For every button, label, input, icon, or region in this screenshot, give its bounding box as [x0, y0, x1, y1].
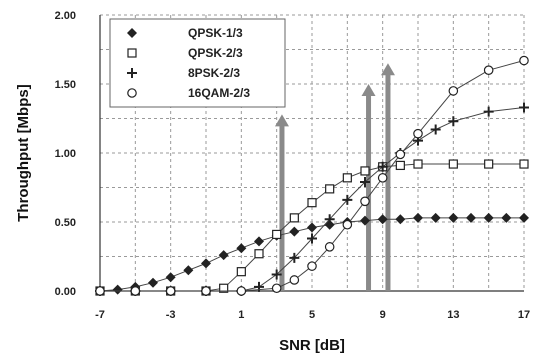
data-point-square — [254, 249, 264, 259]
data-point-circle — [342, 219, 353, 230]
data-point-diamond — [307, 222, 317, 233]
data-point-circle — [360, 196, 370, 207]
data-point-circle — [201, 286, 211, 296]
annotation-arrow-head — [380, 63, 395, 76]
data-point-square — [448, 159, 458, 169]
data-point-diamond — [377, 214, 388, 225]
data-point-plus — [448, 116, 459, 127]
data-point-square — [342, 173, 352, 183]
data-point-plus — [377, 161, 388, 172]
data-point-diamond — [395, 214, 406, 225]
data-point-square — [519, 159, 529, 169]
series-3 — [95, 55, 529, 296]
data-point-plus — [254, 281, 264, 292]
data-point-plus — [127, 68, 137, 78]
x-axis-title: SNR [dB] — [279, 337, 345, 354]
y-tick-label: 0.00 — [55, 286, 76, 298]
data-point-circle — [271, 283, 282, 294]
data-point-circle — [165, 286, 176, 296]
data-point-plus — [289, 252, 300, 263]
y-axis-title: Throughput [Mbps] — [15, 84, 32, 221]
x-tick-label: 1 — [238, 309, 244, 321]
data-point-diamond — [289, 226, 300, 237]
data-point-circle — [519, 55, 529, 66]
legend: QPSK-1/3 QPSK-2/3 8PSK-2/3 16QAM-2/3 — [109, 18, 286, 108]
legend-label: QPSK-2/3 — [188, 46, 243, 60]
data-point-circle — [289, 275, 300, 285]
legend-label: QPSK-1/3 — [188, 26, 243, 40]
data-point-plus — [360, 176, 370, 187]
data-point-diamond — [519, 212, 529, 223]
data-point-diamond — [218, 250, 229, 261]
data-point-square — [236, 267, 246, 277]
data-point-circle — [395, 149, 406, 160]
data-point-circle — [307, 261, 317, 271]
data-point-plus — [519, 102, 529, 113]
data-point-diamond — [127, 28, 137, 38]
data-point-diamond — [165, 272, 176, 283]
annotation-arrow-head — [274, 114, 289, 127]
data-point-diamond — [483, 212, 494, 223]
y-tick-label: 1.50 — [55, 79, 76, 91]
data-point-circle — [127, 88, 137, 98]
data-point-circle — [413, 128, 423, 139]
data-point-diamond — [201, 258, 211, 269]
data-point-diamond — [413, 212, 423, 223]
data-point-diamond — [360, 215, 370, 226]
data-point-diamond — [236, 243, 247, 254]
x-tick-label: -3 — [166, 309, 176, 321]
data-point-square — [219, 283, 229, 293]
y-tick-label: 2.00 — [55, 10, 76, 22]
annotation-arrow-head — [361, 84, 376, 96]
data-point-square — [413, 159, 423, 169]
data-point-circle — [236, 286, 247, 296]
y-tick-label: 1.00 — [55, 148, 76, 160]
data-point-diamond — [148, 277, 158, 288]
x-tick-label: 17 — [518, 309, 530, 321]
data-point-diamond — [501, 212, 512, 223]
data-point-square — [484, 159, 494, 169]
data-point-circle — [448, 86, 459, 96]
legend-label: 8PSK-2/3 — [188, 66, 240, 80]
data-point-circle — [324, 242, 335, 252]
data-point-diamond — [430, 212, 441, 223]
x-tick-label: 13 — [447, 309, 459, 321]
data-point-square — [127, 48, 137, 58]
data-point-circle — [377, 173, 388, 183]
annotation-arrows — [274, 63, 395, 291]
data-point-plus — [342, 194, 353, 205]
data-point-plus — [430, 124, 441, 135]
legend-box — [109, 18, 286, 108]
legend-label: 16QAM-2/3 — [188, 86, 250, 100]
data-point-circle — [95, 286, 105, 296]
data-point-diamond — [254, 236, 264, 247]
data-point-circle — [130, 286, 141, 296]
data-point-diamond — [466, 212, 476, 223]
data-point-circle — [483, 65, 494, 75]
data-point-plus — [307, 233, 317, 244]
data-point-diamond — [183, 265, 194, 276]
data-point-plus — [271, 269, 282, 280]
series-0 — [95, 212, 529, 296]
data-point-square — [360, 166, 370, 176]
data-point-square — [307, 198, 317, 208]
data-point-square — [272, 229, 282, 240]
data-point-square — [289, 213, 299, 223]
data-point-square — [325, 184, 335, 194]
data-point-square — [395, 160, 405, 171]
x-tick-label: 9 — [380, 309, 386, 321]
data-point-diamond — [112, 284, 123, 295]
data-point-plus — [483, 106, 494, 117]
data-point-plus — [324, 214, 335, 225]
x-tick-label: -7 — [95, 309, 105, 321]
y-tick-label: 0.50 — [55, 217, 76, 229]
data-series — [95, 55, 529, 296]
x-tick-label: 5 — [309, 309, 315, 321]
data-point-diamond — [448, 212, 459, 223]
